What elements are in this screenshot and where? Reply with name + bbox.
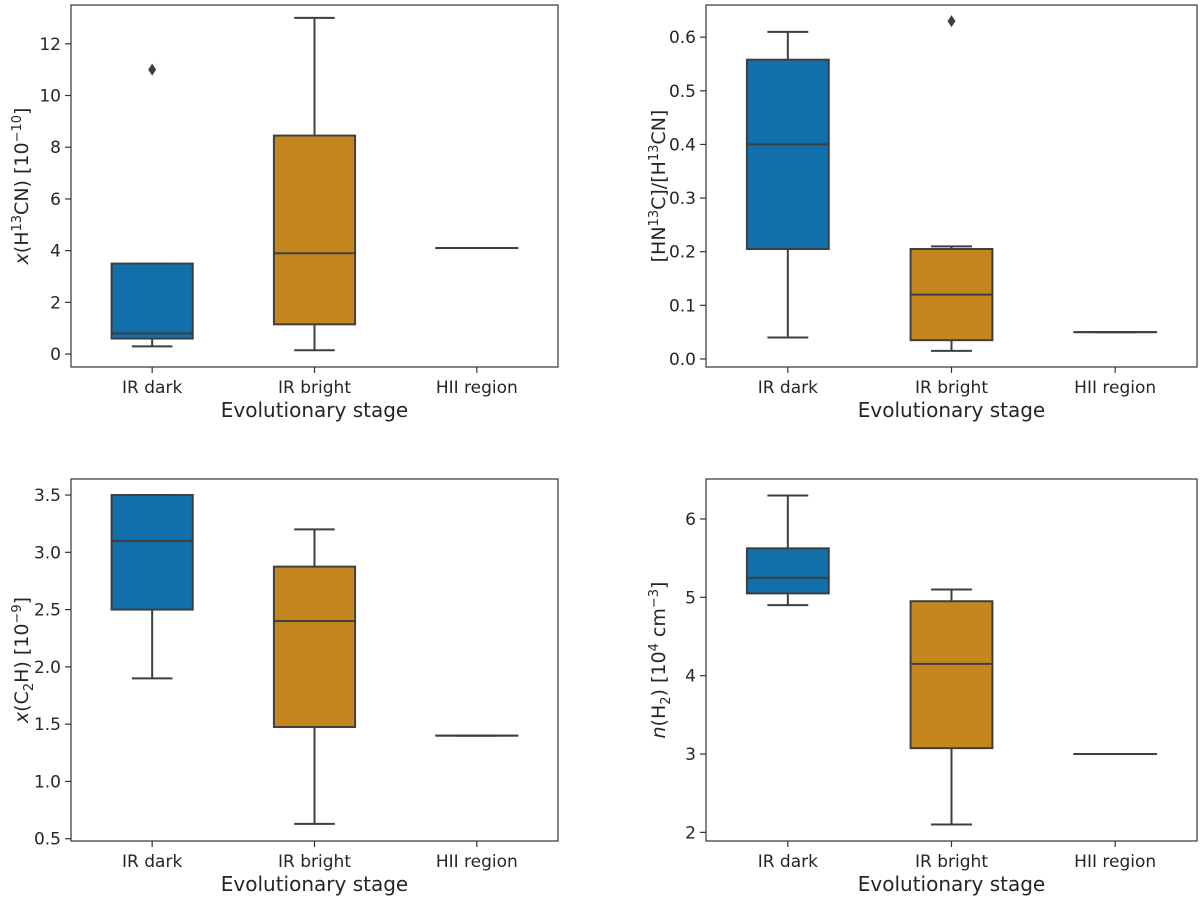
y-tick-label: 4 — [50, 242, 61, 262]
x-tick-label: IR dark — [758, 378, 818, 398]
box-ir-bright — [911, 589, 993, 824]
x-axis-label: Evolutionary stage — [858, 872, 1045, 896]
box-ir-dark — [112, 495, 193, 678]
chart-c2h: 0.5 1.0 1.5 2.0 2.5 3.0 3.5 IR dark IR bright HII… — [10, 479, 558, 896]
iqr-box — [274, 567, 355, 727]
x-tick-label: HII region — [436, 852, 518, 872]
x-tick-label: IR dark — [122, 852, 182, 872]
x-tick-label: IR dark — [122, 378, 182, 398]
y-tick-label: 8 — [50, 138, 61, 158]
x-tick-label: HII region — [436, 378, 518, 398]
box-ir-bright — [274, 18, 355, 350]
x-tick-label: IR bright — [915, 852, 988, 872]
y-tick-label: 6 — [685, 510, 696, 530]
y-tick-label: 3.0 — [34, 543, 61, 563]
box-ir-dark — [747, 32, 829, 338]
y-tick-label: 1.0 — [34, 772, 61, 792]
x-axis-label: Evolutionary stage — [858, 398, 1045, 422]
box-ir-dark — [747, 495, 829, 605]
outlier-point — [948, 15, 956, 27]
iqr-box — [747, 60, 829, 249]
x-tick-label: HII region — [1074, 378, 1156, 398]
y-tick-label: 1.5 — [34, 715, 61, 735]
y-tick-label: 0.3 — [669, 189, 696, 209]
chart-h13cn: 0 2 4 6 8 10 12 IR dark IR bright HII region Evolu… — [10, 5, 558, 422]
y-axis-label: [HN13C]/[H13CN] — [647, 110, 670, 263]
box-ir-bright — [911, 15, 993, 351]
y-tick-label: 10 — [39, 87, 61, 107]
y-tick-label: 2.0 — [34, 658, 61, 678]
y-tick-label: 4 — [685, 667, 696, 687]
iqr-box — [112, 264, 193, 339]
y-tick-label: 2 — [685, 823, 696, 843]
x-tick-label: IR bright — [915, 378, 988, 398]
y-tick-label: 0.2 — [669, 243, 696, 263]
y-tick-label: 3 — [685, 745, 696, 765]
y-axis-label: x(C2H) [10−9] — [10, 597, 37, 724]
box-ir-bright — [274, 529, 355, 823]
y-tick-label: 2.5 — [34, 601, 61, 621]
iqr-box — [747, 548, 829, 593]
y-tick-label: 3.5 — [34, 486, 61, 506]
y-tick-label: 12 — [39, 35, 61, 55]
y-tick-label: 0.4 — [669, 135, 696, 155]
x-tick-label: HII region — [1074, 852, 1156, 872]
x-tick-label: IR bright — [278, 852, 351, 872]
box-ir-dark — [112, 64, 193, 347]
x-tick-label: IR dark — [758, 852, 818, 872]
x-tick-label: IR bright — [278, 378, 351, 398]
y-tick-label: 6 — [50, 190, 61, 210]
y-tick-label: 0.0 — [669, 350, 696, 370]
iqr-box — [112, 495, 193, 610]
chart-ratio: 0.0 0.1 0.2 0.3 0.4 0.5 0.6 IR dark IR bright HII… — [647, 5, 1197, 422]
y-tick-label: 0.5 — [669, 82, 696, 102]
iqr-box — [274, 136, 355, 325]
y-tick-label: 0.6 — [669, 28, 696, 48]
iqr-box — [911, 601, 993, 748]
y-tick-label: 0 — [50, 345, 61, 365]
y-axis-label: n(H2) [104 cm−3] — [647, 582, 674, 739]
outlier-point — [148, 64, 156, 76]
x-axis-label: Evolutionary stage — [221, 872, 408, 896]
y-tick-label: 2 — [50, 293, 61, 313]
y-tick-label: 5 — [685, 588, 696, 608]
y-axis-label: x(H13CN) [10−10] — [10, 108, 33, 266]
x-axis-label: Evolutionary stage — [221, 398, 408, 422]
y-tick-label: 0.1 — [669, 296, 696, 316]
chart-nh2: 2 3 4 5 6 IR dark IR bright HII region Evolution… — [647, 479, 1197, 896]
y-tick-label: 0.5 — [34, 830, 61, 850]
